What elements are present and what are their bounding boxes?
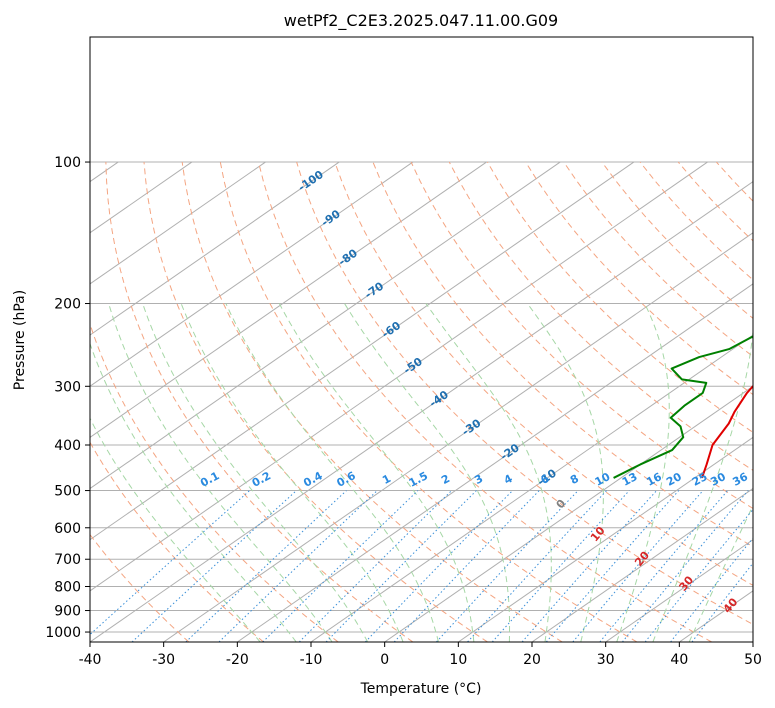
moist-adiabat-line	[225, 303, 439, 642]
mixing-ratio-line	[491, 490, 630, 642]
mixing-ratio-line	[521, 490, 658, 642]
x-tick-label: -40	[79, 652, 102, 668]
mixing-ratio-line	[599, 490, 729, 642]
dry-adiabat-line	[486, 161, 753, 433]
y-tick-label: 500	[54, 484, 81, 500]
axes: -40 -30 -20 -10 0 10 20 30 40 50 100 200 300 400 500 60…	[45, 155, 762, 668]
mixing-ratio-label: 16	[644, 470, 664, 489]
y-tick-label: 1000	[45, 625, 81, 641]
dry-adiabat-line	[181, 161, 563, 642]
mixing-ratio-line	[393, 490, 540, 642]
chart-title: wetPf2_C2E3.2025.047.11.00.G09	[284, 11, 558, 31]
x-tick-label: 10	[449, 652, 467, 668]
y-axis-title: Pressure (hPa)	[12, 290, 28, 390]
plot-frame	[89, 36, 754, 643]
x-tick-label: 20	[523, 652, 541, 668]
dry-adiabat-line	[90, 322, 339, 642]
y-tick-label: 100	[54, 155, 81, 171]
dry-adiabat-line	[448, 161, 753, 471]
isotherm-line	[90, 161, 561, 490]
moist-adiabat-line	[616, 303, 670, 642]
x-tick-label: -10	[300, 652, 323, 668]
y-tick-label: 900	[54, 604, 81, 620]
y-tick-label: 200	[54, 297, 81, 313]
dry-adiabat-line	[296, 161, 753, 625]
y-tick-label: 600	[54, 521, 81, 537]
x-tick-label: 30	[597, 652, 615, 668]
moist-adiabat-line	[527, 303, 604, 642]
dry-adiabat-line	[90, 441, 264, 642]
dry-adiabat-line	[219, 161, 638, 642]
isotherm-line	[531, 487, 753, 642]
mixing-ratio-line	[325, 490, 477, 642]
mixing-ratio-line	[131, 490, 297, 642]
dry-adiabat-line	[334, 161, 753, 586]
isotherm-line	[458, 436, 753, 642]
mixing-ratio-label: 30	[708, 470, 728, 489]
x-axis-title: Temperature (°C)	[360, 681, 482, 697]
isotherm-line	[90, 161, 266, 285]
mixing-ratio-label: 20	[664, 470, 684, 489]
x-tick-label: 50	[744, 652, 762, 668]
moist-adiabat-line	[90, 417, 261, 642]
x-tick-label: 40	[670, 652, 688, 668]
mixing-ratio-label: 25	[690, 470, 710, 489]
isotherm-line	[605, 539, 753, 642]
mixing-ratio-label: 36	[730, 470, 750, 489]
x-tick-label: -30	[152, 652, 175, 668]
plot-area: -100-90-80-70-60-50-40-30-20-100.1 0.2 0.4…	[90, 161, 753, 642]
y-tick-label: 800	[54, 579, 81, 595]
isotherm-line	[90, 180, 753, 642]
mixing-ratio-line	[262, 490, 419, 642]
isotherm-line	[90, 161, 635, 541]
moist-adiabat-line	[278, 303, 475, 642]
isotherm-line	[163, 232, 753, 642]
isotherm-line	[90, 161, 708, 592]
isotherm-line	[237, 283, 753, 642]
moist-adiabat-line	[344, 303, 511, 642]
mixing-ratio-label: 10	[593, 470, 613, 489]
moist-adiabat-line	[142, 303, 369, 642]
mixing-ratio-line	[545, 490, 680, 642]
dry-adiabat-line	[105, 162, 414, 642]
isotherm-line	[90, 161, 487, 438]
dry-adiabat-line	[372, 161, 753, 548]
moist-adiabat-line	[652, 324, 753, 642]
moist-adiabat-line	[688, 504, 753, 642]
temperature-profile	[701, 385, 753, 479]
isotherm-line	[384, 385, 753, 642]
isotherm-line	[90, 161, 340, 336]
x-tick-label: -20	[226, 652, 249, 668]
mixing-ratio-line	[467, 490, 607, 642]
y-tick-label: 700	[54, 552, 81, 568]
mixing-ratio-label: 13	[620, 470, 640, 489]
mixing-ratio-line	[218, 490, 378, 642]
dewpoint-profile	[613, 335, 753, 479]
isotherm-line	[90, 161, 414, 387]
mixing-ratio-line	[572, 490, 704, 642]
mixing-ratio-line	[436, 490, 579, 642]
dry-adiabat-line	[257, 161, 712, 642]
y-tick-label: 400	[54, 438, 81, 454]
dry-adiabat-line	[410, 161, 753, 510]
mixing-ratio-line	[90, 490, 250, 636]
y-tick-label: 300	[54, 379, 81, 395]
moist-adiabat-line	[180, 303, 404, 642]
x-tick-label: 0	[380, 652, 389, 668]
